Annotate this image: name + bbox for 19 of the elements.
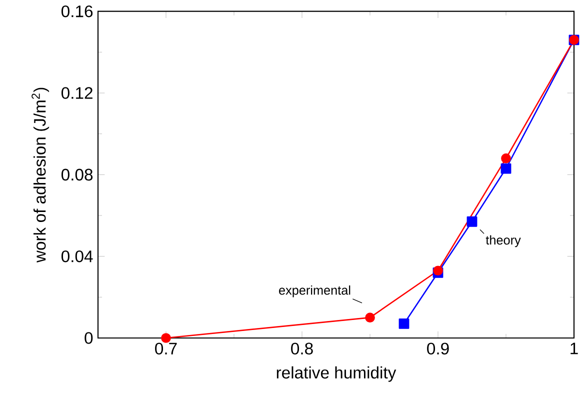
y-tick-label: 0 <box>84 332 93 344</box>
y-tick-label: 0.04 <box>62 250 93 262</box>
y-tick-label: 0.12 <box>62 87 92 99</box>
point <box>365 312 375 323</box>
y-tick-label: 0.16 <box>62 5 93 18</box>
x-tick-label: 0.9 <box>427 342 449 355</box>
point <box>398 318 410 329</box>
x-tick-label: 1 <box>570 342 578 354</box>
y-tick-label: 0.08 <box>62 168 93 181</box>
annotation: experimental <box>279 285 350 298</box>
point <box>466 216 478 227</box>
annotation: theory <box>486 235 521 248</box>
x-axis-title: relative humidity <box>276 366 396 382</box>
x-tick-label: 0.8 <box>291 342 313 355</box>
y-axis-title: work of adhesion (J/m$^{2}$) <box>32 88 50 263</box>
point <box>161 333 171 343</box>
x-tick-label: 0.7 <box>155 342 177 355</box>
point <box>500 163 512 174</box>
point <box>501 153 511 164</box>
